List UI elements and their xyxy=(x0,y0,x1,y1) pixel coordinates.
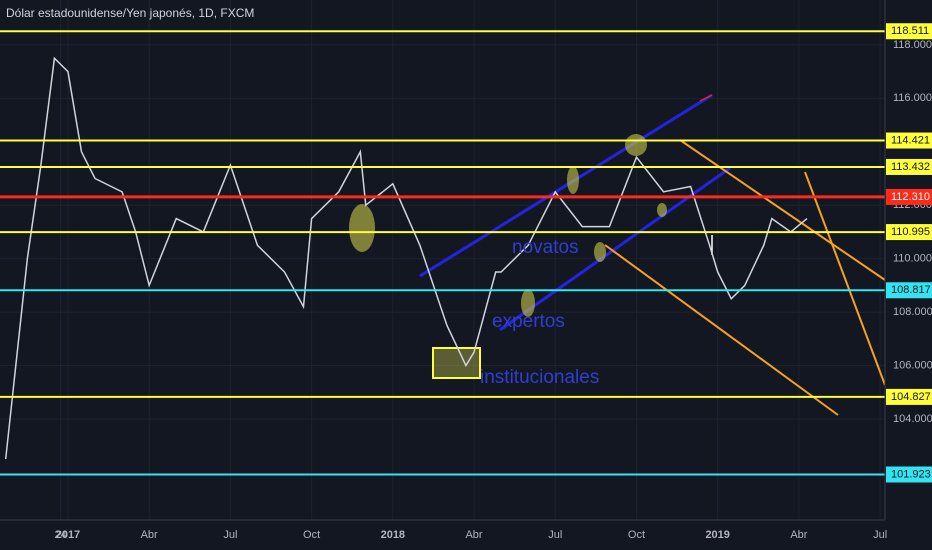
x-tick-label: Oct xyxy=(628,529,645,541)
x-tick-label: Jul xyxy=(873,529,887,541)
highlight xyxy=(349,204,375,252)
highlight xyxy=(567,166,579,194)
y-tick-label: 118.000 xyxy=(893,39,932,51)
level-label: 112.310 xyxy=(891,191,930,203)
y-tick-label: 104.000 xyxy=(893,413,932,425)
level-tag xyxy=(886,388,932,405)
channel-line xyxy=(419,93,713,278)
x-tick-label: 24 xyxy=(55,529,67,541)
y-tick-label: 110.000 xyxy=(893,253,932,265)
level-label: 113.432 xyxy=(891,161,930,173)
channel-line xyxy=(499,166,731,332)
price-line xyxy=(4,56,808,460)
annotation: novatos xyxy=(512,237,579,258)
highlight-box xyxy=(432,347,481,379)
highlight xyxy=(657,203,667,217)
annotation: institucionales xyxy=(480,367,599,388)
highlight xyxy=(625,134,647,156)
drawings xyxy=(349,93,886,416)
level-label: 104.827 xyxy=(891,391,931,403)
x-tick-label: Jul xyxy=(223,529,237,541)
level-label: 118.511 xyxy=(891,25,929,37)
x-tick-label: 2019 xyxy=(705,529,729,541)
level-tag xyxy=(886,158,932,175)
level-label: 110.995 xyxy=(891,226,930,238)
level-tag xyxy=(886,466,932,483)
level-label: 114.421 xyxy=(891,134,930,146)
trend-line xyxy=(604,244,839,416)
x-tick-label: 2017 xyxy=(56,529,80,541)
x-tick-label: Abr xyxy=(141,529,158,541)
y-tick-label: 116.000 xyxy=(893,92,932,104)
level-tag xyxy=(886,282,932,299)
level-label: 108.817 xyxy=(891,284,931,296)
x-tick-label: Jul xyxy=(548,529,562,541)
level-tag xyxy=(886,23,932,40)
x-tick-label: Abr xyxy=(790,529,807,541)
grid xyxy=(0,0,885,520)
price-axis xyxy=(885,0,932,550)
x-tick-label: Abr xyxy=(465,529,482,541)
trend-line xyxy=(679,139,886,281)
level-tag xyxy=(886,224,932,241)
y-tick-label: 106.000 xyxy=(893,359,932,371)
level-label: 101.923 xyxy=(891,468,931,480)
x-tick-label: Oct xyxy=(303,529,320,541)
highlight xyxy=(521,289,535,317)
trend-line xyxy=(804,171,886,386)
highlight xyxy=(594,242,606,262)
arrow xyxy=(699,94,713,102)
plot xyxy=(0,30,885,476)
level-tag xyxy=(886,132,932,149)
y-tick-label: 108.000 xyxy=(893,306,932,318)
axis-labels: 104.000106.000108.000110.000112.000116.0… xyxy=(55,23,932,541)
annotation: expertos xyxy=(492,311,565,332)
x-tick-label: 2018 xyxy=(381,529,405,541)
level-tag xyxy=(886,188,932,205)
chart-title: Dólar estadounidense/Yen japonés, 1D, FX… xyxy=(6,6,254,20)
